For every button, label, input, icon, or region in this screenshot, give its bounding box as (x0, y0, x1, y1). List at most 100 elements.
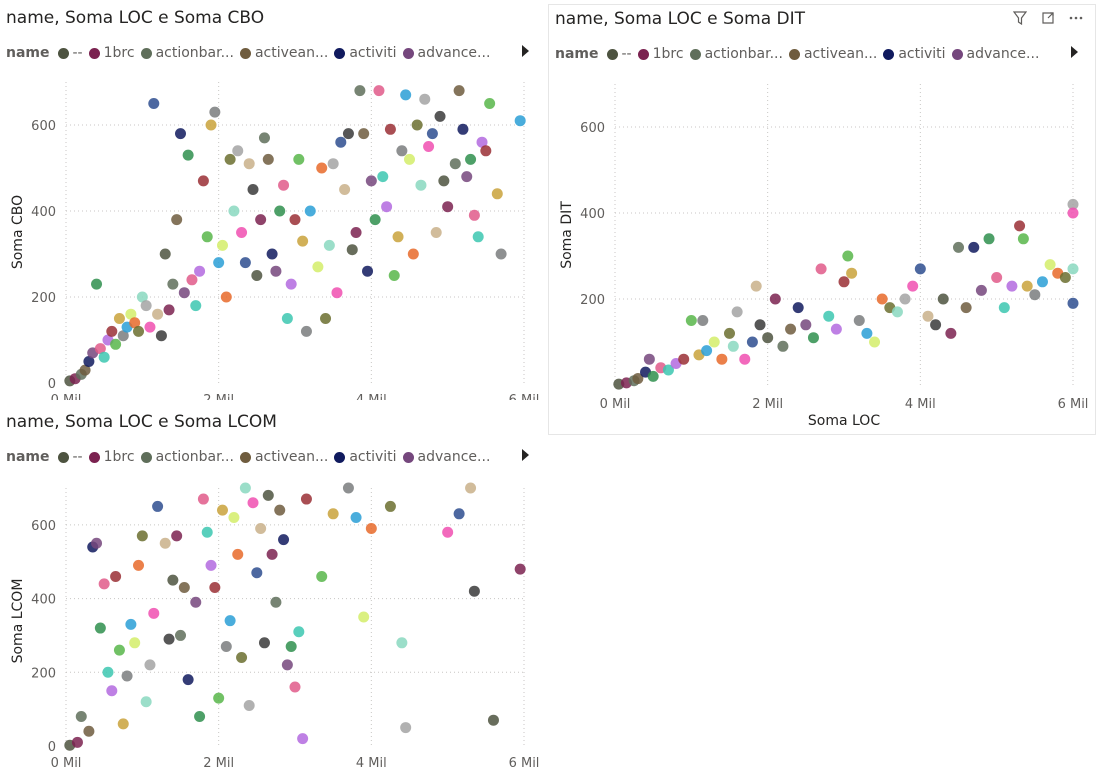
data-point[interactable] (937, 293, 949, 305)
data-point[interactable] (434, 110, 446, 122)
data-point[interactable] (232, 145, 244, 157)
data-point[interactable] (266, 248, 278, 260)
legend-item[interactable]: actionbar... (140, 449, 234, 465)
data-point[interactable] (182, 149, 194, 161)
data-point[interactable] (365, 175, 377, 187)
data-point[interactable] (293, 626, 305, 638)
legend-next-arrow-icon[interactable] (522, 449, 529, 461)
data-point[interactable] (373, 85, 385, 97)
data-point[interactable] (205, 559, 217, 571)
data-point[interactable] (331, 287, 343, 299)
data-point[interactable] (113, 313, 125, 324)
data-point[interactable] (216, 239, 228, 251)
data-point[interactable] (278, 179, 290, 191)
legend-item[interactable]: -- (57, 449, 83, 465)
data-point[interactable] (346, 244, 358, 256)
data-point[interactable] (465, 482, 477, 494)
data-point[interactable] (377, 171, 389, 183)
data-point[interactable] (159, 537, 171, 549)
data-point[interactable] (224, 615, 236, 627)
data-point[interactable] (457, 123, 469, 135)
data-point[interactable] (838, 276, 850, 288)
data-point[interactable] (110, 570, 122, 582)
legend-item[interactable]: 1brc (88, 449, 135, 465)
data-point[interactable] (400, 89, 412, 101)
data-point[interactable] (945, 327, 957, 339)
data-point[interactable] (251, 270, 263, 281)
data-point[interactable] (117, 330, 129, 342)
data-point[interactable] (228, 205, 240, 217)
legend-item[interactable]: activiti (334, 45, 397, 61)
data-point[interactable] (792, 302, 804, 314)
data-point[interactable] (289, 681, 301, 693)
legend-item[interactable]: activiti (883, 46, 946, 62)
data-point[interactable] (297, 733, 309, 745)
data-point[interactable] (1067, 297, 1079, 309)
data-point[interactable] (201, 231, 213, 243)
legend-item[interactable]: actionbar... (689, 46, 783, 62)
legend-next-arrow-icon[interactable] (1071, 46, 1078, 58)
data-point[interactable] (342, 482, 354, 494)
data-point[interactable] (247, 184, 259, 195)
scatter-visual-cbo[interactable]: name, Soma LOC e Soma CBO name -- 1brc a… (0, 0, 546, 400)
data-point[interactable] (159, 248, 171, 260)
data-point[interactable] (83, 725, 95, 737)
scatter-visual-dit[interactable]: name, Soma LOC e Soma DIT name -- 1brc a… (548, 4, 1096, 435)
data-point[interactable] (1006, 280, 1018, 292)
data-point[interactable] (1059, 272, 1071, 283)
data-point[interactable] (415, 179, 427, 191)
data-point[interactable] (354, 85, 366, 97)
filter-icon[interactable] (1011, 11, 1029, 29)
data-point[interactable] (110, 338, 122, 350)
data-point[interactable] (262, 489, 274, 501)
data-point[interactable] (232, 548, 244, 560)
data-point[interactable] (846, 267, 858, 279)
data-point[interactable] (358, 611, 370, 623)
data-point[interactable] (426, 128, 438, 140)
data-point[interactable] (258, 637, 270, 649)
data-point[interactable] (327, 158, 339, 170)
data-point[interactable] (384, 123, 396, 135)
data-point[interactable] (316, 570, 328, 582)
data-point[interactable] (171, 214, 183, 226)
data-point[interactable] (400, 722, 412, 734)
data-point[interactable] (800, 319, 812, 331)
data-point[interactable] (815, 263, 827, 275)
legend-item[interactable]: activean... (788, 46, 877, 62)
data-point[interactable] (133, 325, 145, 337)
data-point[interactable] (365, 523, 377, 535)
data-point[interactable] (678, 353, 690, 365)
data-point[interactable] (514, 115, 526, 127)
data-point[interactable] (746, 336, 758, 348)
data-point[interactable] (392, 231, 404, 243)
data-point[interactable] (495, 248, 507, 260)
data-point[interactable] (190, 596, 202, 608)
data-point[interactable] (907, 280, 919, 292)
legend-item[interactable]: -- (606, 46, 632, 62)
data-point[interactable] (312, 261, 324, 273)
data-point[interactable] (98, 578, 110, 590)
data-point[interactable] (842, 250, 854, 262)
data-point[interactable] (983, 233, 995, 245)
legend-item[interactable]: 1brc (637, 46, 684, 62)
legend-item[interactable]: advance... (951, 46, 1039, 62)
data-point[interactable] (91, 278, 103, 290)
data-point[interactable] (255, 214, 267, 226)
data-point[interactable] (236, 227, 248, 238)
data-point[interactable] (762, 332, 774, 344)
data-point[interactable] (465, 153, 477, 165)
data-point[interactable] (289, 214, 301, 226)
data-point[interactable] (975, 284, 987, 296)
data-point[interactable] (830, 323, 842, 335)
data-point[interactable] (228, 511, 240, 523)
data-point[interactable] (148, 98, 160, 109)
data-point[interactable] (701, 345, 713, 357)
data-point[interactable] (335, 136, 347, 148)
data-point[interactable] (438, 175, 450, 187)
data-point[interactable] (388, 270, 400, 281)
data-point[interactable] (75, 711, 87, 723)
data-point[interactable] (476, 136, 488, 148)
data-point[interactable] (716, 353, 728, 365)
data-point[interactable] (91, 537, 103, 549)
data-point[interactable] (350, 511, 362, 523)
